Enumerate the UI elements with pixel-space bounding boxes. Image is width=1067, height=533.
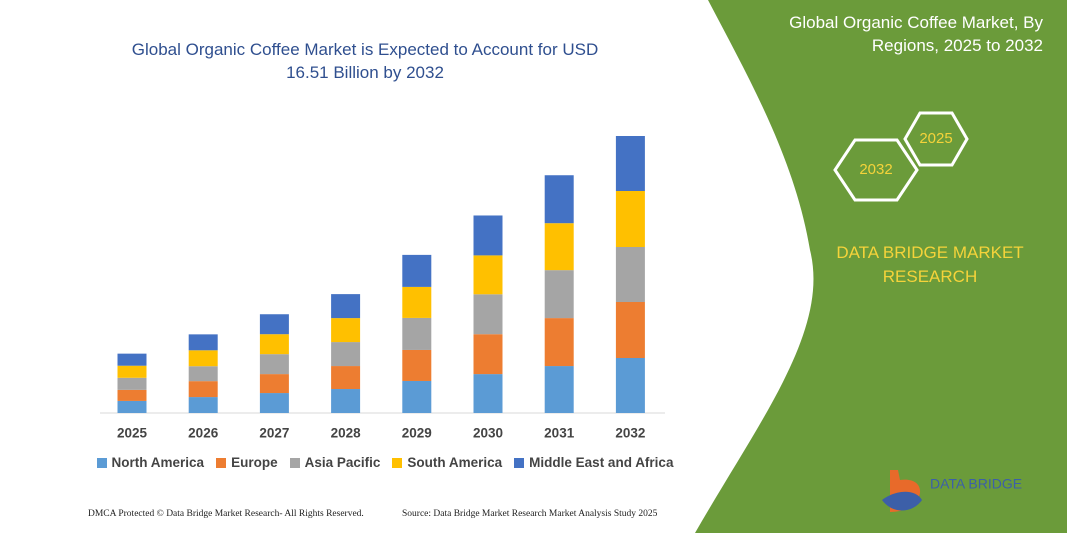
legend-swatch xyxy=(216,457,227,468)
bar-segment xyxy=(331,294,361,319)
bar-segment xyxy=(473,255,503,295)
legend: North America Europe Asia Pacific South Ame… xyxy=(90,455,680,470)
bar-segment xyxy=(188,397,218,413)
legend-label: Middle East and Africa xyxy=(529,455,674,470)
bar-segment xyxy=(473,334,503,375)
legend-item: Middle East and Africa xyxy=(514,455,673,470)
x-tick-label: 2027 xyxy=(259,426,289,441)
bar-segment xyxy=(544,175,574,224)
bar-segment xyxy=(259,354,289,375)
bar-segment xyxy=(188,350,218,367)
bar-segment xyxy=(331,366,361,390)
bar-segment xyxy=(615,136,645,191)
bar-segment xyxy=(615,358,645,413)
legend-swatch xyxy=(96,457,107,468)
x-tick-label: 2031 xyxy=(544,426,575,441)
footer-left: DMCA Protected © Data Bridge Market Rese… xyxy=(88,509,364,519)
bar-segment xyxy=(331,318,361,343)
bar-segment xyxy=(188,366,218,382)
bar-segment xyxy=(615,247,645,302)
hexagon-label: 2025 xyxy=(919,130,952,147)
legend-label: South America xyxy=(407,455,503,470)
bar-segment xyxy=(331,389,361,413)
hexagon-label: 2032 xyxy=(859,161,892,178)
bar-segment xyxy=(117,365,147,378)
x-tick-label: 2029 xyxy=(402,426,432,441)
bar-segment xyxy=(259,393,289,413)
bar-segment xyxy=(117,377,147,390)
bar-segment xyxy=(259,314,289,335)
brand: DATA BRIDGE MARKET RESEARCH xyxy=(836,243,1024,286)
bar-segment xyxy=(615,301,645,359)
legend-label: North America xyxy=(111,455,205,470)
legend-label: Europe xyxy=(231,455,278,470)
legend-swatch xyxy=(392,457,403,468)
panel-title: Global Organic Coffee Market, By Regions… xyxy=(789,13,1043,55)
footer-right: Source: Data Bridge Market Research Mark… xyxy=(402,509,658,519)
green-panel xyxy=(695,0,1067,533)
legend-label: Asia Pacific xyxy=(304,455,381,470)
bar-segment xyxy=(615,190,645,248)
bar-segment xyxy=(544,223,574,271)
legend-item: Europe xyxy=(216,455,278,470)
bar-segment xyxy=(259,334,289,355)
bar-segment xyxy=(188,334,218,351)
bar-segment xyxy=(402,254,432,287)
bar-segment xyxy=(117,389,147,401)
bar-segment xyxy=(402,380,432,413)
legend-item: North America xyxy=(96,455,205,470)
legend-item: Asia Pacific xyxy=(289,455,381,470)
bar-segment xyxy=(117,400,147,413)
bar-segment xyxy=(544,318,574,367)
bar-segment xyxy=(402,349,432,381)
chart-title: Global Organic Coffee Market is Expected… xyxy=(131,40,599,82)
bar-segment xyxy=(188,381,218,398)
legend-swatch xyxy=(514,457,525,468)
bar-segment xyxy=(331,342,361,367)
legend-swatch xyxy=(289,457,300,468)
x-tick-label: 2028 xyxy=(331,426,362,441)
bar-segment xyxy=(259,374,289,394)
bar-segment xyxy=(402,317,432,350)
legend-item: South America xyxy=(392,455,502,470)
bar-segment xyxy=(402,286,432,318)
x-tick-label: 2025 xyxy=(117,426,148,441)
hexagon xyxy=(833,138,919,202)
bar-segment xyxy=(473,374,503,413)
bar-segment xyxy=(117,353,147,366)
x-tick-label: 2026 xyxy=(188,426,219,441)
bar-segment xyxy=(544,366,574,413)
bar-segment xyxy=(473,215,503,256)
bar-segment xyxy=(544,270,574,319)
bar-segment xyxy=(473,294,503,335)
x-tick-label: 2030 xyxy=(473,426,503,441)
hexagon xyxy=(903,111,969,167)
logo-mark xyxy=(882,491,922,511)
x-tick-label: 2032 xyxy=(615,426,645,441)
logo-text: DATA BRIDGE xyxy=(930,476,1022,492)
